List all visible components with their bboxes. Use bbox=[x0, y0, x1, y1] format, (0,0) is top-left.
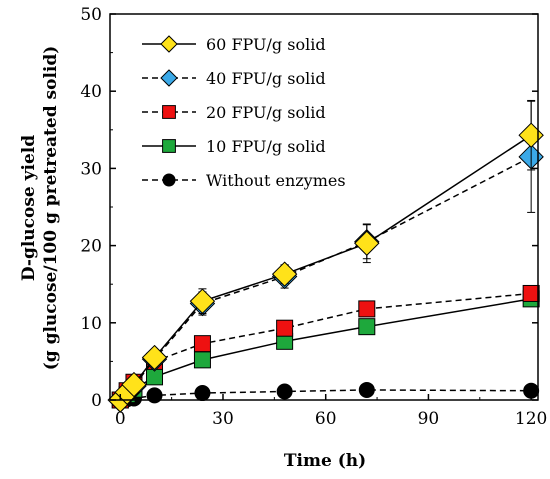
y-tick-label: 10 bbox=[80, 314, 102, 334]
legend-label: 10 FPU/g solid bbox=[206, 137, 326, 156]
data-point bbox=[522, 284, 540, 302]
x-tick-label: 120 bbox=[515, 409, 547, 429]
legend-marker bbox=[162, 139, 176, 153]
x-axis-title: Time (h) bbox=[284, 451, 366, 471]
legend-entry: 60 FPU/g solid bbox=[142, 35, 326, 54]
y-tick-label: 40 bbox=[80, 82, 102, 102]
series-line bbox=[120, 389, 532, 401]
x-tick-label: 0 bbox=[115, 409, 126, 429]
y-tick-label: 0 bbox=[91, 391, 102, 411]
data-point bbox=[276, 319, 294, 337]
legend: 60 FPU/g solid 40 FPU/g solid 20 FPU/g sol… bbox=[142, 35, 346, 190]
x-tick-label: 90 bbox=[418, 409, 440, 429]
data-point bbox=[193, 335, 211, 353]
legend-label: 40 FPU/g solid bbox=[206, 69, 326, 88]
data-point bbox=[358, 300, 376, 318]
legend-marker bbox=[160, 35, 178, 53]
legend-marker bbox=[160, 69, 178, 87]
legend-entry: Without enzymes bbox=[142, 171, 346, 190]
axes: 0 10 20 30 40 50 0 30 60 90 120 bbox=[80, 5, 547, 429]
y-axis-title-line-2: (g glucose/100 g pretreated solid) bbox=[41, 46, 61, 371]
data-point bbox=[141, 344, 168, 371]
data-point bbox=[121, 371, 147, 398]
data-point bbox=[358, 318, 376, 336]
data-point bbox=[354, 230, 380, 256]
data-point bbox=[193, 351, 211, 369]
legend-entry: 10 FPU/g solid bbox=[142, 137, 326, 156]
y-axis-title-line-1: D-glucose yield bbox=[19, 135, 39, 281]
legend-marker bbox=[162, 105, 176, 119]
data-point bbox=[194, 385, 211, 402]
data-point bbox=[271, 261, 298, 287]
x-tick-label: 60 bbox=[315, 409, 337, 429]
legend-entry: 40 FPU/g solid bbox=[142, 69, 326, 88]
legend-label: 60 FPU/g solid bbox=[206, 35, 326, 54]
x-tick-label: 30 bbox=[212, 409, 234, 429]
data-point bbox=[189, 288, 216, 314]
legend-label: 20 FPU/g solid bbox=[206, 103, 326, 122]
data-point bbox=[358, 381, 375, 398]
data-point bbox=[518, 122, 544, 148]
legend-entry: 20 FPU/g solid bbox=[142, 103, 326, 122]
legend-marker bbox=[162, 173, 176, 187]
data-point bbox=[146, 387, 163, 404]
series-60-fpu-g-solid bbox=[107, 99, 544, 413]
data-point bbox=[276, 383, 293, 400]
y-tick-label: 50 bbox=[80, 5, 102, 25]
plot-area bbox=[107, 99, 544, 413]
legend-label: Without enzymes bbox=[206, 171, 346, 190]
y-tick-label: 20 bbox=[80, 237, 102, 257]
y-tick-label: 30 bbox=[80, 159, 102, 179]
